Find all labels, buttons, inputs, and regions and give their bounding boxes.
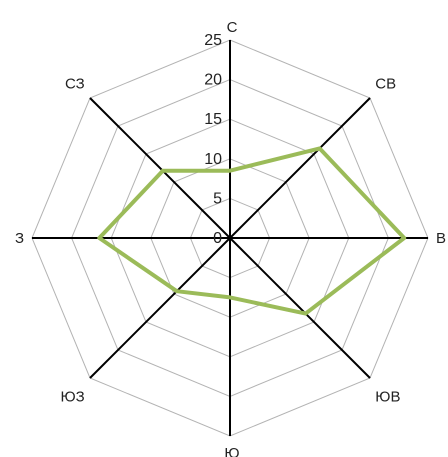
tick-label-25: 25 xyxy=(204,32,222,49)
axis-spoke-5 xyxy=(89,237,231,379)
direction-label-СВ: СВ xyxy=(375,76,396,93)
direction-label-СЗ: СЗ xyxy=(65,76,85,93)
axis-spoke-7 xyxy=(89,97,231,239)
tick-label-10: 10 xyxy=(204,151,222,168)
series-line-0 xyxy=(97,146,407,316)
tick-label-15: 15 xyxy=(204,111,222,128)
direction-label-ЮЗ: ЮЗ xyxy=(60,388,84,405)
tick-label-0: 0 xyxy=(213,230,222,247)
direction-label-В: В xyxy=(436,230,446,247)
axis-layer xyxy=(32,40,428,436)
direction-label-С: С xyxy=(227,19,238,36)
tick-label-20: 20 xyxy=(204,72,222,89)
series-layer xyxy=(97,146,407,316)
axis-spoke-1 xyxy=(229,97,371,239)
direction-label-З: З xyxy=(15,230,24,247)
label-layer: 0 5 10 15 20 25 С СВ В ЮВ Ю ЮЗ З СЗ xyxy=(15,19,446,457)
direction-label-ЮВ: ЮВ xyxy=(375,388,400,405)
axis-spoke-3 xyxy=(229,237,371,379)
direction-label-Ю: Ю xyxy=(224,445,239,457)
tick-label-5: 5 xyxy=(213,190,222,207)
